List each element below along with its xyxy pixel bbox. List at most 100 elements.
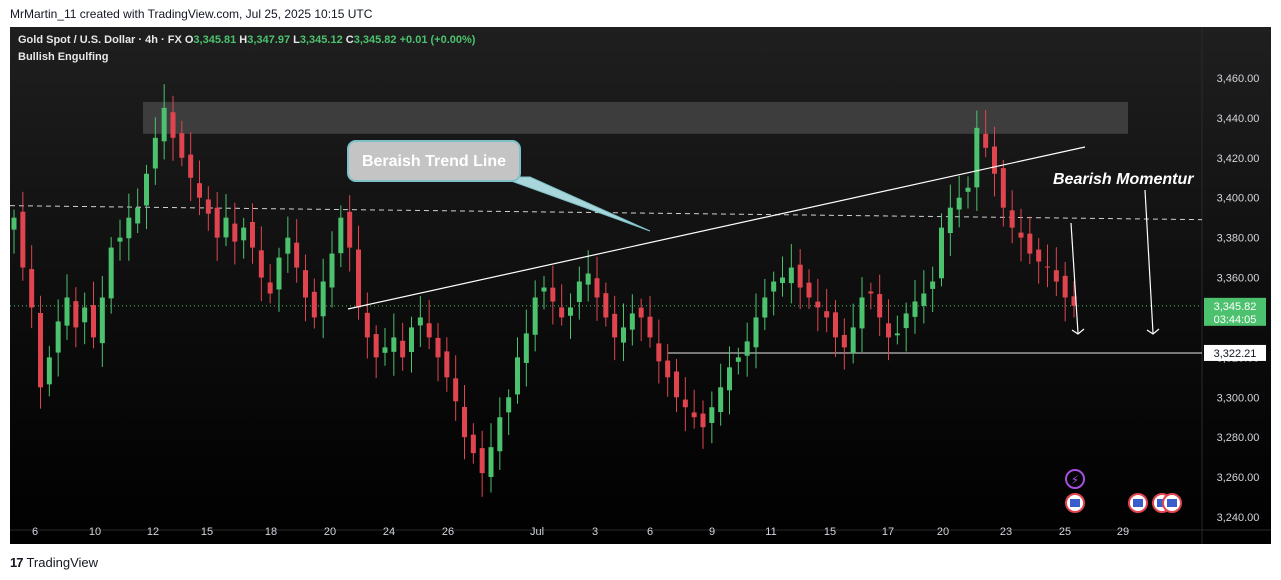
candle-body xyxy=(497,417,503,452)
candle-body xyxy=(117,237,123,242)
candle-body xyxy=(956,197,962,210)
projection-arrow-2 xyxy=(1144,189,1154,334)
x-tick-label: 23 xyxy=(1000,526,1012,538)
candle-body xyxy=(250,222,255,248)
x-tick-label: 29 xyxy=(1117,526,1129,538)
candle-body xyxy=(329,253,335,288)
candle-body xyxy=(276,257,282,290)
candle-body xyxy=(674,371,679,398)
target-price-value: 3,322.21 xyxy=(1214,348,1257,360)
candle-body xyxy=(718,387,724,412)
candle-body xyxy=(11,217,17,230)
candle-body xyxy=(762,297,768,318)
candle-body xyxy=(709,407,715,423)
candle-body xyxy=(258,250,264,278)
candle-body xyxy=(559,307,565,318)
candle-body xyxy=(470,434,476,454)
x-tick-label: 3 xyxy=(592,526,598,538)
x-tick-label: Jul xyxy=(530,526,544,538)
candle-body xyxy=(992,146,997,174)
candle-body xyxy=(903,313,909,329)
candle-body xyxy=(1009,210,1015,228)
candle-body xyxy=(152,137,158,169)
y-tick-label: 3,360.00 xyxy=(1217,273,1260,285)
projection-arrow-1 xyxy=(1070,222,1079,334)
candle-body xyxy=(506,397,512,413)
candle-body xyxy=(1018,232,1024,238)
y-tick-label: 3,280.00 xyxy=(1217,432,1260,444)
trend-line xyxy=(347,146,1086,310)
candle-body xyxy=(532,297,538,335)
candle-body xyxy=(1027,233,1033,254)
x-tick-label: 15 xyxy=(201,526,213,538)
candle-body xyxy=(91,305,96,338)
chart-plot[interactable]: 3,240.003,260.003,280.003,300.003,320.00… xyxy=(10,27,1271,544)
x-tick-label: 20 xyxy=(937,526,949,538)
candle-body xyxy=(46,357,52,385)
last-price-value: 3,345.82 xyxy=(1214,301,1257,313)
symbol-header: Gold Spot / U.S. Dollar · 4h · FX O3,345… xyxy=(18,34,475,46)
y-tick-label: 3,260.00 xyxy=(1217,472,1260,484)
candle-body xyxy=(29,269,35,308)
candle-body xyxy=(179,133,185,158)
candle-body xyxy=(435,337,441,358)
indicator-label[interactable]: Bullish Engulfing xyxy=(18,51,109,63)
candle-body xyxy=(753,317,759,348)
target-price-tag xyxy=(1204,344,1266,361)
us-flag-canton-icon xyxy=(1133,499,1143,507)
candle-body xyxy=(974,127,980,188)
candle-body xyxy=(426,323,432,338)
y-tick-label: 3,400.00 xyxy=(1217,193,1260,205)
candle-body xyxy=(656,343,662,362)
candle-body xyxy=(947,207,953,234)
candle-body xyxy=(126,217,132,239)
candle-body xyxy=(541,287,547,292)
candle-body xyxy=(391,337,397,352)
chart-area[interactable]: 3,240.003,260.003,280.003,300.003,320.00… xyxy=(10,27,1271,544)
candle-body xyxy=(647,316,653,338)
candle-body xyxy=(197,183,202,198)
low-label: L xyxy=(293,34,300,46)
y-tick-label: 3,380.00 xyxy=(1217,233,1260,245)
candle-body xyxy=(523,333,529,363)
candle-body xyxy=(780,277,785,283)
low-value: 3,345.12 xyxy=(299,34,343,46)
high-value: 3,347.97 xyxy=(247,34,291,46)
candle-body xyxy=(320,281,326,317)
candle-body xyxy=(638,307,644,318)
candle-body xyxy=(841,334,847,348)
close-value: 3,345.82 xyxy=(353,34,397,46)
candle-body xyxy=(347,211,353,248)
x-tick-label: 12 xyxy=(147,526,159,538)
candle-body xyxy=(82,307,88,323)
candle-body xyxy=(1062,275,1068,298)
candle-body xyxy=(1036,249,1042,262)
candle-body xyxy=(338,217,344,254)
candle-body xyxy=(585,273,591,285)
candle-body xyxy=(1071,296,1077,306)
projection-arrowhead-2 xyxy=(1146,328,1160,335)
trend-line-callout-box xyxy=(347,140,521,182)
candle-body xyxy=(797,264,803,288)
candle-body xyxy=(806,282,812,298)
open-value: 3,345.81 xyxy=(193,34,237,46)
candle-body xyxy=(568,307,573,316)
candle-body xyxy=(682,399,688,408)
candle-body xyxy=(285,237,291,254)
candle-body xyxy=(373,334,379,358)
candle-body xyxy=(232,223,238,242)
candle-body xyxy=(161,107,167,142)
momentum-label: Bearish Momentur xyxy=(1053,171,1194,188)
candle-body xyxy=(241,227,247,241)
candle-body xyxy=(850,327,856,354)
candle-body xyxy=(833,312,838,338)
tradingview-logo-icon: 17 xyxy=(10,555,24,570)
candle-body xyxy=(665,360,671,378)
candle-body xyxy=(576,281,582,302)
candle-body xyxy=(894,333,900,336)
x-tick-label: 11 xyxy=(765,526,776,538)
x-tick-label: 9 xyxy=(709,526,715,538)
candle-body xyxy=(462,406,467,438)
x-tick-label: 6 xyxy=(32,526,38,538)
candle-body xyxy=(444,351,450,378)
